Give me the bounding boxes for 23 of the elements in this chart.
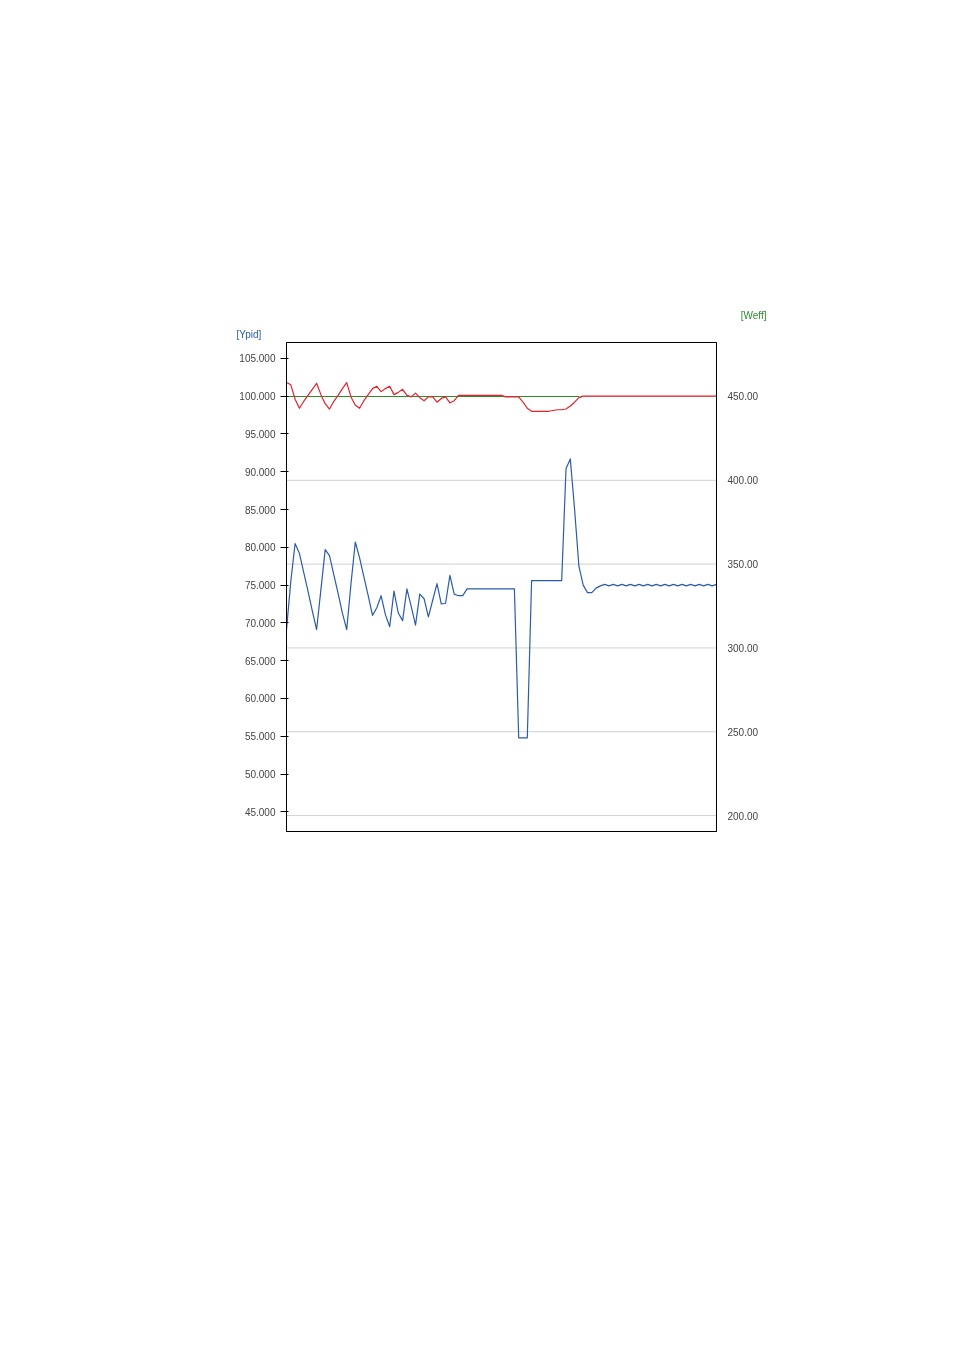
y-tick-label: 60.000 bbox=[244, 693, 276, 705]
y-axis-title: [Ypid] bbox=[236, 328, 262, 340]
y-tick-label: 55.000 bbox=[244, 731, 276, 743]
y-tick-label: 80.000 bbox=[244, 542, 276, 554]
line-series bbox=[286, 458, 717, 739]
y2-tick-label: 300.00 bbox=[727, 642, 759, 654]
y-tick-label: 65.000 bbox=[244, 655, 276, 667]
y-tick-label: 90.000 bbox=[244, 466, 276, 478]
line-series bbox=[286, 381, 717, 412]
y-tick-label: 95.000 bbox=[244, 428, 276, 440]
y-tick-label: 50.000 bbox=[244, 769, 276, 781]
y2-tick-label: 450.00 bbox=[727, 391, 759, 403]
y2-axis-title: [Weff] bbox=[740, 309, 767, 321]
y-tick-label: 75.000 bbox=[244, 580, 276, 592]
y-tick-label: 85.000 bbox=[244, 504, 276, 516]
y-tick-label: 70.000 bbox=[244, 617, 276, 629]
y2-tick-label: 350.00 bbox=[727, 559, 759, 571]
y-tick-label: 105.000 bbox=[239, 353, 276, 365]
y2-tick-label: 400.00 bbox=[727, 475, 759, 487]
y2-tick-label: 200.00 bbox=[727, 810, 759, 822]
y2-tick-label: 250.00 bbox=[727, 726, 759, 738]
y-tick-label: 45.000 bbox=[244, 806, 276, 818]
y-tick-label: 100.000 bbox=[239, 391, 276, 403]
